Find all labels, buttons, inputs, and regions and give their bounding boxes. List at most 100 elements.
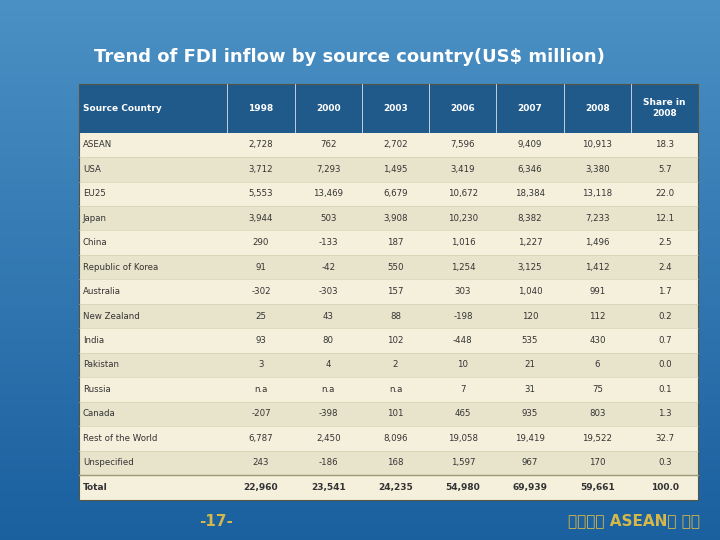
Text: 550: 550: [387, 262, 404, 272]
Text: 59,661: 59,661: [580, 483, 615, 492]
Bar: [0, 140, 720, 146]
Bar: [79, 84, 698, 133]
Text: 112: 112: [589, 312, 606, 321]
Text: 3,419: 3,419: [451, 165, 475, 174]
Text: 91: 91: [256, 262, 266, 272]
Bar: [0, 362, 720, 367]
Bar: [0, 119, 720, 124]
Text: -303: -303: [318, 287, 338, 296]
Text: Trend of FDI inflow by source country(US$ million): Trend of FDI inflow by source country(US…: [94, 48, 605, 66]
Bar: [0, 308, 720, 313]
Text: 7,293: 7,293: [316, 165, 341, 174]
Bar: [0, 124, 720, 130]
Text: 3,712: 3,712: [248, 165, 273, 174]
Bar: [0, 491, 720, 497]
Text: n.a: n.a: [389, 385, 402, 394]
Text: 19,419: 19,419: [516, 434, 545, 443]
Text: 1,016: 1,016: [451, 238, 475, 247]
Bar: [0, 383, 720, 389]
Bar: [0, 481, 720, 486]
Bar: [79, 304, 698, 328]
Text: USA: USA: [83, 165, 101, 174]
Bar: [0, 346, 720, 351]
Text: 13,469: 13,469: [313, 189, 343, 198]
Bar: [0, 76, 720, 81]
Bar: [0, 524, 720, 529]
Bar: [0, 113, 720, 119]
Bar: [0, 437, 720, 443]
Bar: [0, 54, 720, 59]
Text: 10,672: 10,672: [448, 189, 478, 198]
Text: 3,125: 3,125: [518, 262, 542, 272]
Bar: [0, 162, 720, 167]
Text: 10,230: 10,230: [448, 214, 478, 222]
Text: -17-: -17-: [199, 514, 233, 529]
Text: 8,382: 8,382: [518, 214, 542, 222]
Bar: [0, 535, 720, 540]
Text: Japan: Japan: [83, 214, 107, 222]
Bar: [0, 49, 720, 54]
Bar: [0, 130, 720, 135]
Bar: [0, 70, 720, 76]
Bar: [0, 146, 720, 151]
Text: 10,913: 10,913: [582, 140, 613, 150]
Bar: [0, 292, 720, 297]
Bar: [79, 402, 698, 426]
Bar: [0, 405, 720, 410]
Text: 5.7: 5.7: [658, 165, 672, 174]
Text: EU25: EU25: [83, 189, 106, 198]
Bar: [79, 279, 698, 304]
Bar: [0, 92, 720, 97]
Text: 19,522: 19,522: [582, 434, 613, 443]
Text: 1,495: 1,495: [383, 165, 408, 174]
Text: 168: 168: [387, 458, 404, 467]
Text: 2007: 2007: [518, 104, 543, 113]
Text: 157: 157: [387, 287, 404, 296]
Text: 떠오르는 ASEAN과 한국: 떠오르는 ASEAN과 한국: [567, 514, 700, 529]
Text: 762: 762: [320, 140, 336, 150]
Bar: [0, 243, 720, 248]
Bar: [0, 389, 720, 394]
Bar: [0, 486, 720, 491]
Bar: [0, 448, 720, 454]
Text: -186: -186: [318, 458, 338, 467]
Bar: [0, 232, 720, 238]
Text: 1,597: 1,597: [451, 458, 475, 467]
Bar: [0, 518, 720, 524]
Text: 54,980: 54,980: [446, 483, 480, 492]
Text: 187: 187: [387, 238, 404, 247]
Bar: [0, 5, 720, 11]
Text: 1,227: 1,227: [518, 238, 542, 247]
Text: 12.1: 12.1: [655, 214, 675, 222]
Text: 2006: 2006: [451, 104, 475, 113]
Text: 1998: 1998: [248, 104, 274, 113]
Text: Source Country: Source Country: [83, 104, 161, 113]
Text: 290: 290: [253, 238, 269, 247]
Text: Unspecified: Unspecified: [83, 458, 133, 467]
Bar: [0, 459, 720, 464]
Bar: [0, 356, 720, 362]
Bar: [0, 275, 720, 281]
Text: 25: 25: [256, 312, 266, 321]
Text: 2.4: 2.4: [658, 262, 672, 272]
Bar: [0, 59, 720, 65]
Bar: [79, 181, 698, 206]
Bar: [0, 32, 720, 38]
Bar: [0, 508, 720, 513]
Bar: [0, 351, 720, 356]
Bar: [0, 22, 720, 27]
Text: 3: 3: [258, 361, 264, 369]
Bar: [0, 65, 720, 70]
Bar: [0, 421, 720, 427]
Text: ASEAN: ASEAN: [83, 140, 112, 150]
Text: 1.7: 1.7: [658, 287, 672, 296]
Text: 31: 31: [525, 385, 536, 394]
Text: Republic of Korea: Republic of Korea: [83, 262, 158, 272]
Bar: [0, 211, 720, 216]
Bar: [0, 373, 720, 378]
Bar: [79, 206, 698, 231]
Bar: [0, 81, 720, 86]
Bar: [0, 454, 720, 459]
Text: 101: 101: [387, 409, 404, 418]
Bar: [0, 464, 720, 470]
